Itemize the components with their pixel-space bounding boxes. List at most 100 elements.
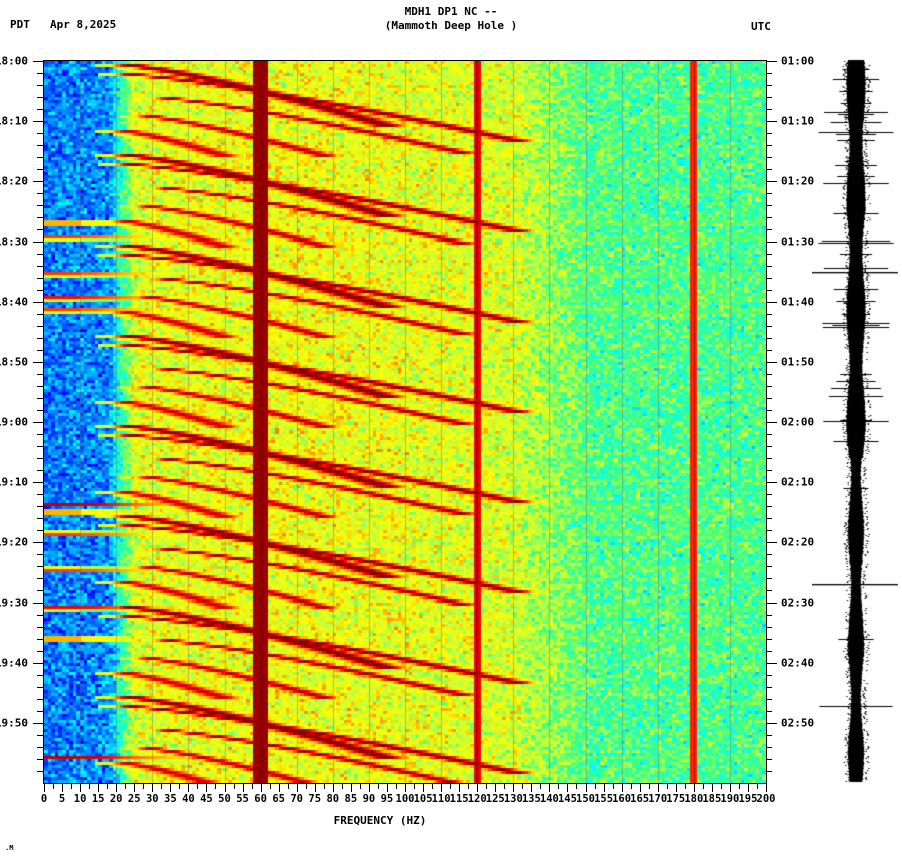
frequency-axis-label: 135	[521, 793, 541, 805]
spectrogram-plot-area[interactable]	[43, 60, 767, 784]
frequency-axis-label: 80	[326, 793, 340, 805]
time-axis-minor-tick	[37, 446, 43, 448]
frequency-axis-minor-tick	[648, 783, 650, 789]
time-axis-minor-tick	[37, 85, 43, 87]
time-axis-local-label: 19:20	[0, 535, 28, 549]
time-axis-utc-label: 02:10	[781, 475, 815, 489]
frequency-axis-minor-tick	[432, 783, 434, 789]
time-axis-minor-tick	[766, 506, 772, 508]
frequency-axis-major-tick	[242, 783, 244, 792]
time-axis-minor-tick	[37, 157, 43, 159]
time-axis-major-tick	[766, 181, 777, 183]
time-axis-minor-tick	[37, 470, 43, 472]
timezone-label-right: UTC	[751, 20, 771, 33]
frequency-axis-minor-tick	[323, 783, 325, 789]
frequency-axis-label: 65	[272, 793, 285, 805]
frequency-axis-label: 150	[576, 793, 595, 805]
frequency-axis-label: 0	[40, 793, 48, 805]
time-axis-utc-label: 02:50	[781, 716, 815, 730]
time-axis-minor-tick	[37, 698, 43, 700]
time-axis-minor-tick	[766, 470, 772, 472]
time-axis-local-label: 19:50	[0, 716, 28, 730]
frequency-axis-minor-tick	[522, 783, 524, 789]
frequency-axis-label: 160	[612, 793, 632, 805]
timezone-label-left: PDT	[10, 18, 30, 31]
time-axis-major-tick	[33, 662, 43, 664]
time-axis-local-label: 19:00	[0, 415, 28, 429]
time-axis-minor-tick	[37, 650, 43, 652]
frequency-axis-minor-tick	[486, 783, 488, 789]
frequency-axis-minor-tick	[143, 783, 145, 789]
time-axis-major-tick	[766, 602, 777, 604]
frequency-axis-label: 70	[290, 793, 304, 805]
frequency-axis-minor-tick	[504, 783, 506, 789]
time-axis-minor-tick	[766, 169, 772, 171]
time-axis-minor-tick	[766, 746, 772, 748]
time-axis-minor-tick	[37, 494, 43, 496]
time-axis-major-tick	[766, 61, 777, 62]
frequency-axis-major-tick	[567, 783, 569, 792]
time-axis-minor-tick	[766, 217, 772, 219]
frequency-axis-label: 85	[344, 793, 358, 805]
time-axis-minor-tick	[766, 193, 772, 195]
time-axis-local-label: 19:10	[0, 475, 28, 489]
frequency-axis-major-tick	[152, 783, 154, 792]
frequency-axis-label: 40	[182, 793, 195, 805]
time-axis-minor-tick	[37, 734, 43, 736]
station-subtitle: (Mammoth Deep Hole )	[384, 19, 518, 32]
time-axis-minor-tick	[766, 758, 772, 760]
time-axis-minor-tick	[37, 710, 43, 712]
frequency-axis-minor-tick	[89, 783, 91, 789]
frequency-axis-major-tick	[513, 783, 515, 792]
frequency-axis-major-tick	[549, 783, 551, 792]
frequency-axis-major-tick	[98, 783, 100, 792]
frequency-axis-minor-tick	[450, 783, 452, 789]
frequency-axis-major-tick	[260, 783, 262, 792]
frequency-axis-label: 100	[395, 793, 415, 805]
frequency-axis-label: 5	[58, 793, 66, 805]
frequency-axis-major-tick	[332, 783, 334, 792]
time-axis-minor-tick	[766, 770, 772, 772]
time-axis-minor-tick	[766, 97, 772, 99]
frequency-axis-minor-tick	[287, 783, 289, 789]
frequency-axis-minor-tick	[540, 783, 542, 789]
time-axis-minor-tick	[766, 638, 772, 640]
time-axis-minor-tick	[37, 313, 43, 315]
time-axis-utc-label: 02:40	[781, 656, 815, 670]
time-axis-minor-tick	[37, 385, 43, 387]
frequency-axis-minor-tick	[53, 783, 55, 789]
time-axis-minor-tick	[766, 205, 772, 207]
time-axis-local-label: 19:40	[0, 656, 28, 670]
frequency-axis-label: 95	[380, 793, 394, 805]
frequency-axis-major-tick	[675, 783, 677, 792]
time-axis-minor-tick	[766, 229, 772, 231]
frequency-axis-major-tick	[80, 783, 82, 792]
time-axis-major-tick	[33, 422, 43, 423]
time-axis-local-label: 18:00	[0, 54, 28, 68]
time-axis-minor-tick	[37, 626, 43, 628]
frequency-axis-label: 190	[720, 793, 740, 805]
frequency-axis-major-tick	[170, 783, 172, 792]
time-axis-minor-tick	[37, 566, 43, 568]
frequency-axis-major-tick	[405, 783, 406, 792]
time-axis-utc-label: 01:10	[781, 114, 815, 128]
time-axis-minor-tick	[766, 458, 772, 460]
frequency-axis-label: 50	[218, 793, 231, 805]
frequency-axis-minor-tick	[71, 783, 73, 789]
time-axis-minor-tick	[766, 277, 772, 279]
frequency-axis-minor-tick	[756, 783, 758, 789]
frequency-axis-minor-tick	[251, 783, 253, 789]
frequency-axis-label: 20	[109, 793, 123, 805]
frequency-axis-minor-tick	[215, 783, 217, 789]
time-axis-major-tick	[766, 662, 777, 664]
time-axis-minor-tick	[766, 337, 772, 339]
time-axis-minor-tick	[766, 133, 772, 135]
frequency-axis-major-tick	[350, 783, 352, 792]
time-axis-minor-tick	[37, 265, 43, 267]
time-axis-minor-tick	[766, 518, 772, 520]
time-axis-minor-tick	[37, 277, 43, 279]
frequency-axis-minor-tick	[702, 783, 704, 789]
frequency-axis-minor-tick	[179, 783, 181, 789]
time-axis-utc-label: 01:50	[781, 355, 815, 369]
time-axis-minor-tick	[37, 193, 43, 195]
